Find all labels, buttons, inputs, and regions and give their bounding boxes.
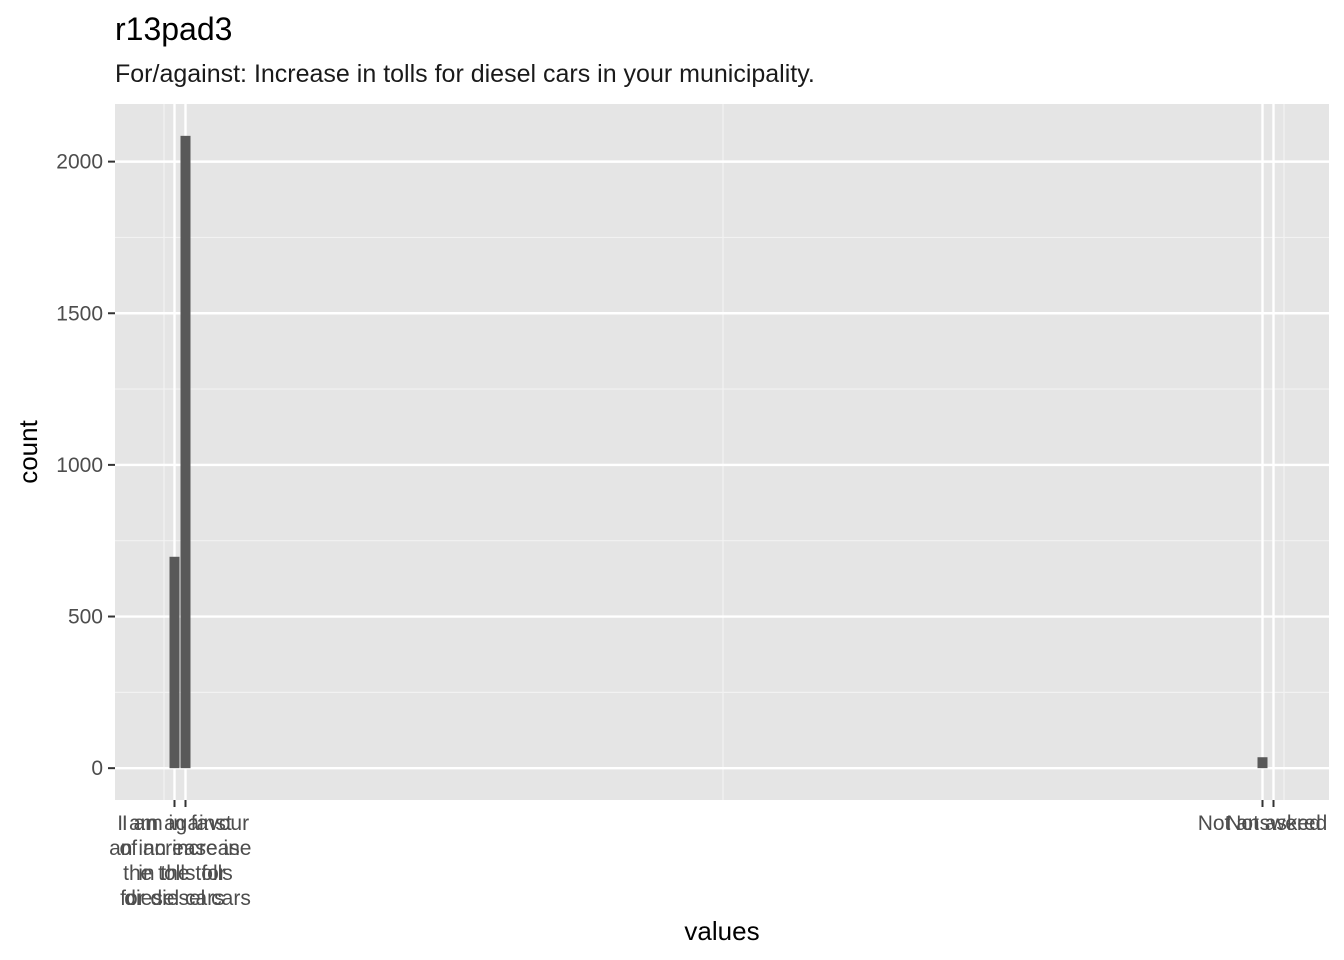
x-axis-title: values <box>684 916 759 946</box>
x-tick-label: Not asked <box>1226 812 1321 835</box>
bars <box>169 135 1268 769</box>
chart-title: r13pad3 <box>115 11 232 47</box>
chart-subtitle: For/against: Increase in tolls for diese… <box>115 60 815 88</box>
x-tick-label: I am against an increase in the tolls for d… <box>109 812 240 910</box>
y-tick-label: 500 <box>68 606 103 629</box>
x-axis: I am against an increase in the tolls for d… <box>109 800 1327 910</box>
bar <box>1257 757 1268 769</box>
x-tick-label: Not answered <box>1198 812 1328 835</box>
y-tick-label: 2000 <box>56 151 103 174</box>
y-tick-label: 0 <box>91 757 103 780</box>
y-axis-title: count <box>13 419 43 483</box>
bar <box>180 135 191 769</box>
y-tick-label: 1500 <box>56 302 103 325</box>
x-tick-label: I am in favour of an increase in the tolls… <box>120 812 252 910</box>
y-tick-label: 1000 <box>56 454 103 477</box>
bar <box>169 556 180 769</box>
y-axis: 0 500 1000 1500 2000 <box>56 151 115 780</box>
plot-panel <box>115 104 1329 800</box>
